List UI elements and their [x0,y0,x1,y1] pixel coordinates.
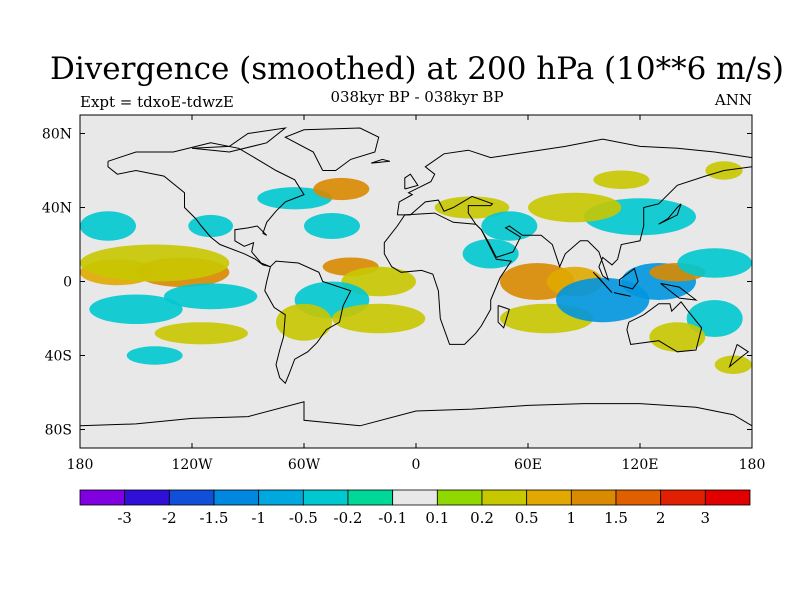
x-tick-label: 180 [739,457,766,473]
colorbar-label: -0.2 [334,509,363,527]
field-patch [80,211,136,241]
field-patch [126,346,183,365]
y-tick-label: 80S [45,423,72,439]
colorbar-label: 0.1 [425,509,449,527]
field-patch [677,248,752,278]
colorbar-label: -3 [117,509,132,527]
chart-subtitle: 038kyr BP - 038kyr BP [330,88,504,106]
coastline [107,142,305,268]
coastline [80,401,752,427]
colorbar-label: 2 [656,509,666,527]
field-patch [313,177,370,201]
y-axis: 80N 40N 0 40S 80S [42,127,752,439]
x-tick-label: 120W [171,457,213,473]
season-label: ANN [714,91,752,109]
colorbar-label: -0.1 [378,509,407,527]
colorbar-label: 0.2 [470,509,494,527]
field-patch [276,303,332,341]
field-patch [332,303,426,334]
x-tick-label: 120E [622,457,659,473]
colorbar-swatch [660,489,706,506]
colorbar-swatch [213,489,260,506]
field-patch [164,283,258,310]
coastline [660,282,698,301]
colorbar-swatch [481,489,528,506]
colorbar-label: -1.5 [200,509,229,527]
colorbar-label: -1 [251,509,266,527]
colorbar-swatch [436,489,483,506]
x-tick-label: 60W [288,457,321,473]
colorbar-swatch [570,489,617,506]
colorbar-swatch [392,489,438,506]
coastline [404,173,419,190]
colorbar-swatch [168,489,215,506]
colorbar-label: 0.5 [515,509,539,527]
coastline [497,305,510,329]
coastline [619,267,639,290]
coastline [626,301,703,353]
field-patch [462,238,519,269]
field-patch [304,213,360,239]
coastline [264,260,352,385]
colorbar-swatch [615,489,662,506]
colorbar-swatch [258,489,304,506]
colorbar-label: 1 [567,509,577,527]
colorbar-label: 3 [701,509,711,527]
colorbar-label: 1.5 [604,509,628,527]
x-tick-label: 60E [514,457,542,473]
coastline [728,343,750,369]
colorbar-swatch [347,489,394,506]
field-patch [154,322,248,345]
field-patch [714,355,752,374]
colorbar-swatch [526,489,572,506]
field-patch [89,294,183,325]
coastline [658,203,682,225]
x-axis: 180 120W 60W 0 60E 120E 180 [67,115,766,473]
field-patch [593,170,650,189]
y-tick-label: 40S [45,349,72,365]
colorbar-label: -0.5 [289,509,318,527]
coastline [191,127,288,153]
experiment-label: Expt = tdxoE-tdwzE [80,93,234,111]
x-tick-label: 0 [412,457,421,473]
coastline [284,127,380,171]
field-patch [649,322,706,352]
coastline [371,158,391,164]
colorbar-swatch [704,489,751,506]
colorbar-swatch [124,489,170,506]
field-patch [528,192,622,223]
field-patch [434,196,510,219]
coastline [383,212,513,345]
coastlines [80,127,752,427]
field-patch [80,244,230,282]
chart-title: Divergence (smoothed) at 200 hPa (10**6 … [50,51,784,87]
colorbar-label: -2 [162,509,177,527]
y-tick-label: 80N [42,127,72,143]
x-tick-label: 180 [67,457,94,473]
field-patch [188,214,234,238]
coastline [592,271,613,293]
colorbar-swatch [79,489,126,506]
coastline [613,292,631,297]
coastline [396,138,752,281]
y-tick-label: 40N [42,201,72,217]
y-tick-label: 0 [63,275,72,291]
field-patch [686,300,743,337]
colorbar-swatch [302,489,349,506]
